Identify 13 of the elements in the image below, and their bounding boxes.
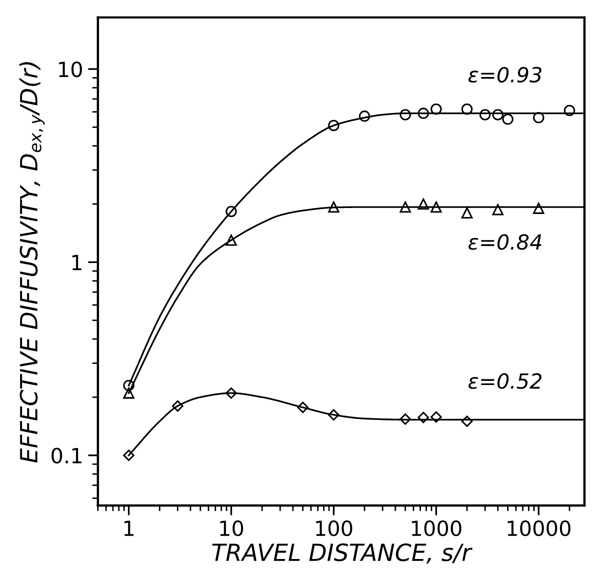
series-label: ε=0.93 (468, 66, 542, 83)
y-axis-title: EFFECTIVE DIFFUSIVITY, D$_{ex,y}$/D(r) (19, 62, 45, 463)
x-tick-label: 100 (316, 520, 352, 536)
y-tick-label: 1 (72, 254, 82, 270)
x-tick-label: 10000 (508, 520, 570, 536)
series-label: ε=0.84 (468, 234, 542, 250)
y-tick-label: 10 (59, 61, 82, 78)
series-label: ε=0.52 (468, 373, 542, 389)
x-tick-label: 1 (124, 520, 134, 536)
x-axis-title: TRAVEL DISTANCE, s/r (212, 543, 472, 564)
x-tick-label: 1000 (412, 520, 462, 536)
x-tick-label: 10 (220, 520, 244, 536)
y-tick-label: 0.1 (52, 448, 82, 464)
